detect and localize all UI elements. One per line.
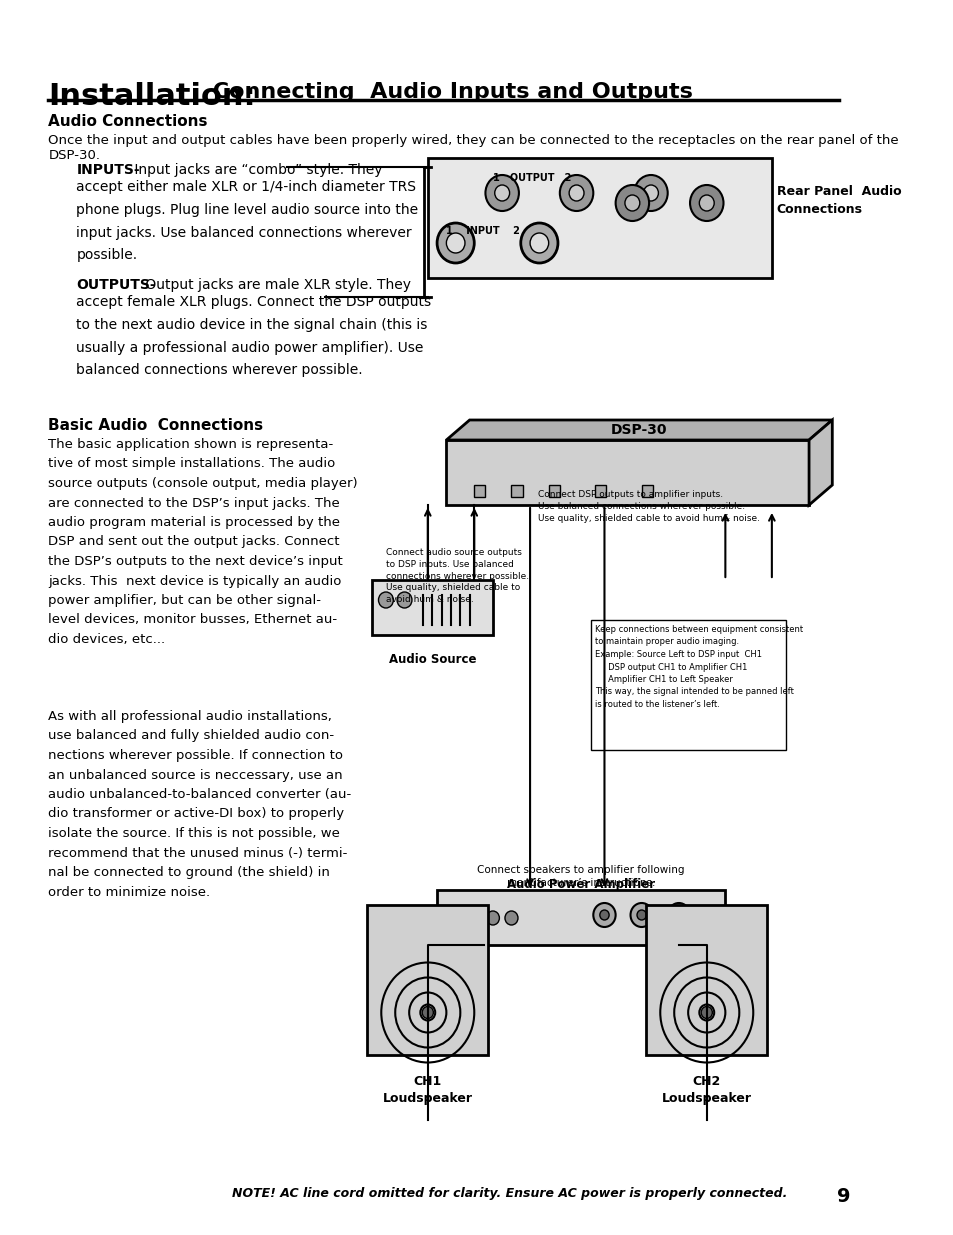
Circle shape xyxy=(689,185,722,221)
Circle shape xyxy=(699,195,714,211)
Bar xyxy=(645,905,766,1055)
Bar xyxy=(367,905,488,1055)
Circle shape xyxy=(569,185,583,201)
Text: DSP-30: DSP-30 xyxy=(610,424,666,437)
Circle shape xyxy=(674,910,682,920)
Text: Audio Source: Audio Source xyxy=(388,653,476,666)
Text: Input jacks are “combo” style. They: Input jacks are “combo” style. They xyxy=(130,163,382,177)
Text: accept female XLR plugs. Connect the DSP outputs
to the next audio device in the: accept female XLR plugs. Connect the DSP… xyxy=(76,295,431,378)
Bar xyxy=(372,580,493,635)
Circle shape xyxy=(593,903,615,927)
Text: accept either male XLR or 1/4-inch diameter TRS
phone plugs. Plug line level aud: accept either male XLR or 1/4-inch diame… xyxy=(76,180,418,262)
Circle shape xyxy=(637,910,645,920)
Circle shape xyxy=(615,185,648,221)
Bar xyxy=(427,158,771,278)
Text: Connecting  Audio Inputs and Outputs: Connecting Audio Inputs and Outputs xyxy=(204,82,692,103)
Text: Output jacks are male XLR style. They: Output jacks are male XLR style. They xyxy=(141,278,411,291)
Circle shape xyxy=(624,195,639,211)
Text: The basic application shown is representa-
tive of most simple installations. Th: The basic application shown is represent… xyxy=(49,438,357,646)
Circle shape xyxy=(449,911,461,925)
Circle shape xyxy=(486,911,498,925)
Circle shape xyxy=(700,1007,712,1019)
Bar xyxy=(548,485,559,496)
Text: Installation:: Installation: xyxy=(49,82,255,111)
Circle shape xyxy=(485,175,518,211)
Circle shape xyxy=(378,592,393,608)
Text: OUTPUTS-: OUTPUTS- xyxy=(76,278,155,291)
Circle shape xyxy=(436,224,474,263)
Text: Rear Panel  Audio
Connections: Rear Panel Audio Connections xyxy=(776,185,901,216)
Bar xyxy=(641,485,652,496)
Text: INPUTS-: INPUTS- xyxy=(76,163,140,177)
Circle shape xyxy=(504,911,517,925)
Text: Audio Connections: Audio Connections xyxy=(49,114,208,128)
Bar xyxy=(590,620,785,750)
Circle shape xyxy=(520,224,558,263)
Circle shape xyxy=(643,185,658,201)
Polygon shape xyxy=(808,420,831,505)
Bar xyxy=(595,485,606,496)
Text: CH2
Loudspeaker: CH2 Loudspeaker xyxy=(661,1074,751,1105)
Circle shape xyxy=(467,911,480,925)
Bar xyxy=(474,485,485,496)
Circle shape xyxy=(559,175,593,211)
Circle shape xyxy=(396,592,412,608)
Text: Connect DSP outputs to amplifier inputs.
Use balanced connections wherever possi: Connect DSP outputs to amplifier inputs.… xyxy=(537,490,759,522)
Text: 1    INPUT    2: 1 INPUT 2 xyxy=(446,226,519,236)
Circle shape xyxy=(634,175,667,211)
Text: CH1
Loudspeaker: CH1 Loudspeaker xyxy=(382,1074,473,1105)
Text: NOTE! AC line cord omitted for clarity. Ensure AC power is properly connected.: NOTE! AC line cord omitted for clarity. … xyxy=(233,1187,787,1200)
Text: Basic Audio  Connections: Basic Audio Connections xyxy=(49,417,263,433)
Circle shape xyxy=(495,185,509,201)
Circle shape xyxy=(630,903,652,927)
Text: Connect audio source outputs
to DSP inputs. Use balanced
connections wherever po: Connect audio source outputs to DSP inpu… xyxy=(386,548,529,604)
Text: Once the input and output cables have been properly wired, they can be connected: Once the input and output cables have be… xyxy=(49,135,898,162)
Bar xyxy=(446,440,808,505)
Text: 9: 9 xyxy=(836,1187,849,1207)
Circle shape xyxy=(599,910,608,920)
Circle shape xyxy=(667,903,689,927)
Text: Keep connections between equipment consistent
to maintain proper audio imaging.
: Keep connections between equipment consi… xyxy=(595,625,802,709)
Bar xyxy=(436,890,724,945)
Bar xyxy=(511,485,522,496)
Circle shape xyxy=(422,1007,433,1019)
Circle shape xyxy=(530,233,548,253)
Text: As with all professional audio installations,
use balanced and fully shielded au: As with all professional audio installat… xyxy=(49,710,352,899)
Text: Connect speakers to amplifier following
manufacturer’s instructions.: Connect speakers to amplifier following … xyxy=(476,864,684,888)
Text: Audio Power Amplifier: Audio Power Amplifier xyxy=(507,878,655,890)
Text: 1   OUTPUT   2: 1 OUTPUT 2 xyxy=(493,173,571,183)
Circle shape xyxy=(446,233,464,253)
Polygon shape xyxy=(446,420,831,440)
